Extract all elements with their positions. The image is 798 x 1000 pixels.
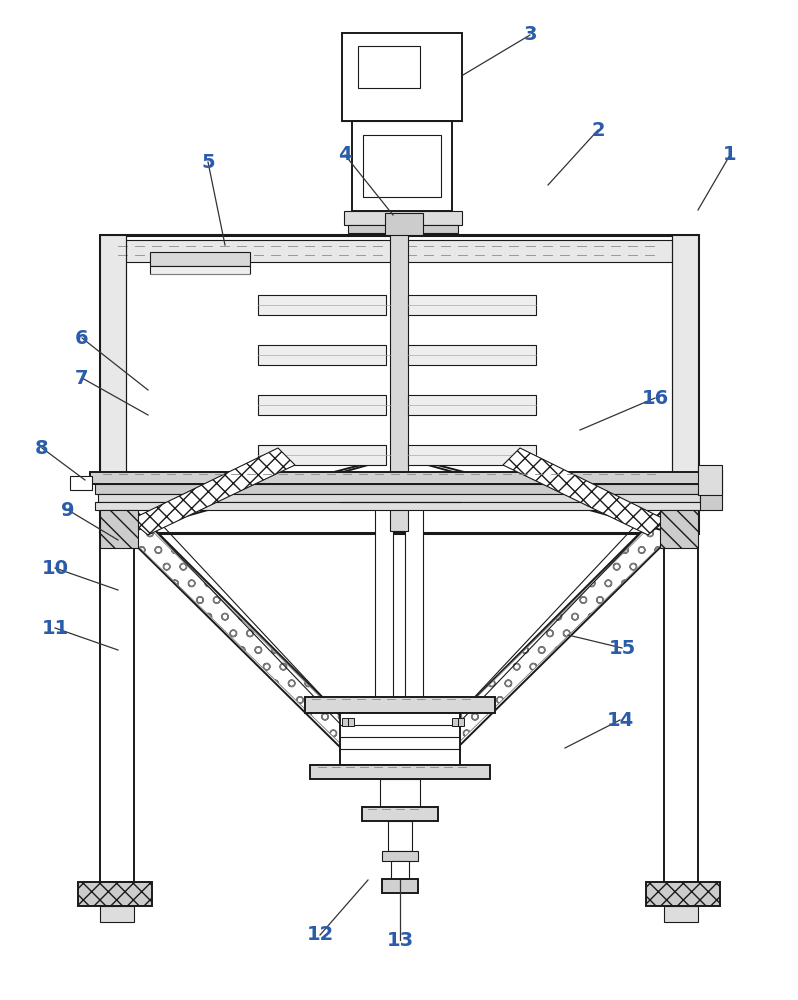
Bar: [408, 295, 536, 315]
Bar: [388, 821, 412, 851]
Text: 2: 2: [591, 120, 605, 139]
Bar: [258, 345, 386, 365]
Bar: [113, 240, 685, 262]
Polygon shape: [660, 510, 698, 548]
Bar: [363, 135, 441, 197]
Polygon shape: [418, 510, 698, 755]
Bar: [348, 718, 354, 726]
Text: 15: 15: [608, 639, 636, 658]
Polygon shape: [503, 448, 666, 535]
Bar: [375, 502, 393, 697]
Bar: [258, 445, 386, 465]
Polygon shape: [100, 510, 138, 548]
Polygon shape: [420, 512, 695, 753]
Text: 11: 11: [41, 618, 69, 638]
Bar: [452, 718, 458, 726]
Bar: [672, 235, 698, 533]
Bar: [664, 906, 698, 922]
Polygon shape: [100, 510, 380, 755]
Bar: [100, 235, 698, 533]
Bar: [408, 395, 536, 415]
Bar: [95, 484, 703, 494]
Text: 12: 12: [306, 926, 334, 944]
Bar: [362, 807, 438, 821]
Bar: [664, 510, 698, 882]
Bar: [100, 235, 126, 533]
Text: 5: 5: [201, 152, 215, 172]
Bar: [344, 211, 462, 225]
Bar: [100, 906, 134, 922]
Bar: [352, 121, 452, 211]
Bar: [408, 445, 536, 465]
Bar: [405, 502, 423, 697]
Polygon shape: [698, 465, 722, 495]
Bar: [382, 851, 418, 861]
Bar: [90, 472, 708, 484]
Text: 10: 10: [41, 558, 69, 578]
Bar: [342, 33, 462, 121]
Bar: [100, 510, 134, 882]
Bar: [150, 266, 250, 274]
Bar: [305, 697, 495, 713]
Bar: [95, 502, 703, 510]
Bar: [70, 476, 92, 490]
Bar: [458, 718, 464, 726]
Bar: [408, 345, 536, 365]
Polygon shape: [103, 512, 377, 753]
Text: 4: 4: [338, 145, 352, 164]
Bar: [150, 252, 250, 266]
Bar: [390, 233, 408, 531]
Bar: [385, 213, 423, 235]
Text: 8: 8: [35, 438, 49, 458]
Bar: [348, 225, 458, 233]
Polygon shape: [130, 448, 295, 535]
Bar: [380, 779, 420, 807]
Polygon shape: [78, 882, 152, 906]
Text: 3: 3: [523, 25, 537, 44]
Text: 16: 16: [642, 388, 669, 408]
Text: 9: 9: [61, 500, 75, 520]
Bar: [382, 879, 418, 893]
Bar: [342, 718, 348, 726]
Bar: [258, 295, 386, 315]
Bar: [310, 765, 490, 779]
Text: 14: 14: [606, 710, 634, 730]
Bar: [700, 470, 722, 510]
Text: 7: 7: [75, 368, 89, 387]
Text: 1: 1: [723, 145, 737, 164]
Text: 13: 13: [386, 930, 413, 950]
Bar: [358, 46, 420, 88]
Bar: [98, 494, 700, 502]
Text: 6: 6: [75, 328, 89, 348]
Bar: [340, 713, 460, 765]
Bar: [258, 395, 386, 415]
Bar: [391, 861, 409, 879]
Polygon shape: [646, 882, 720, 906]
